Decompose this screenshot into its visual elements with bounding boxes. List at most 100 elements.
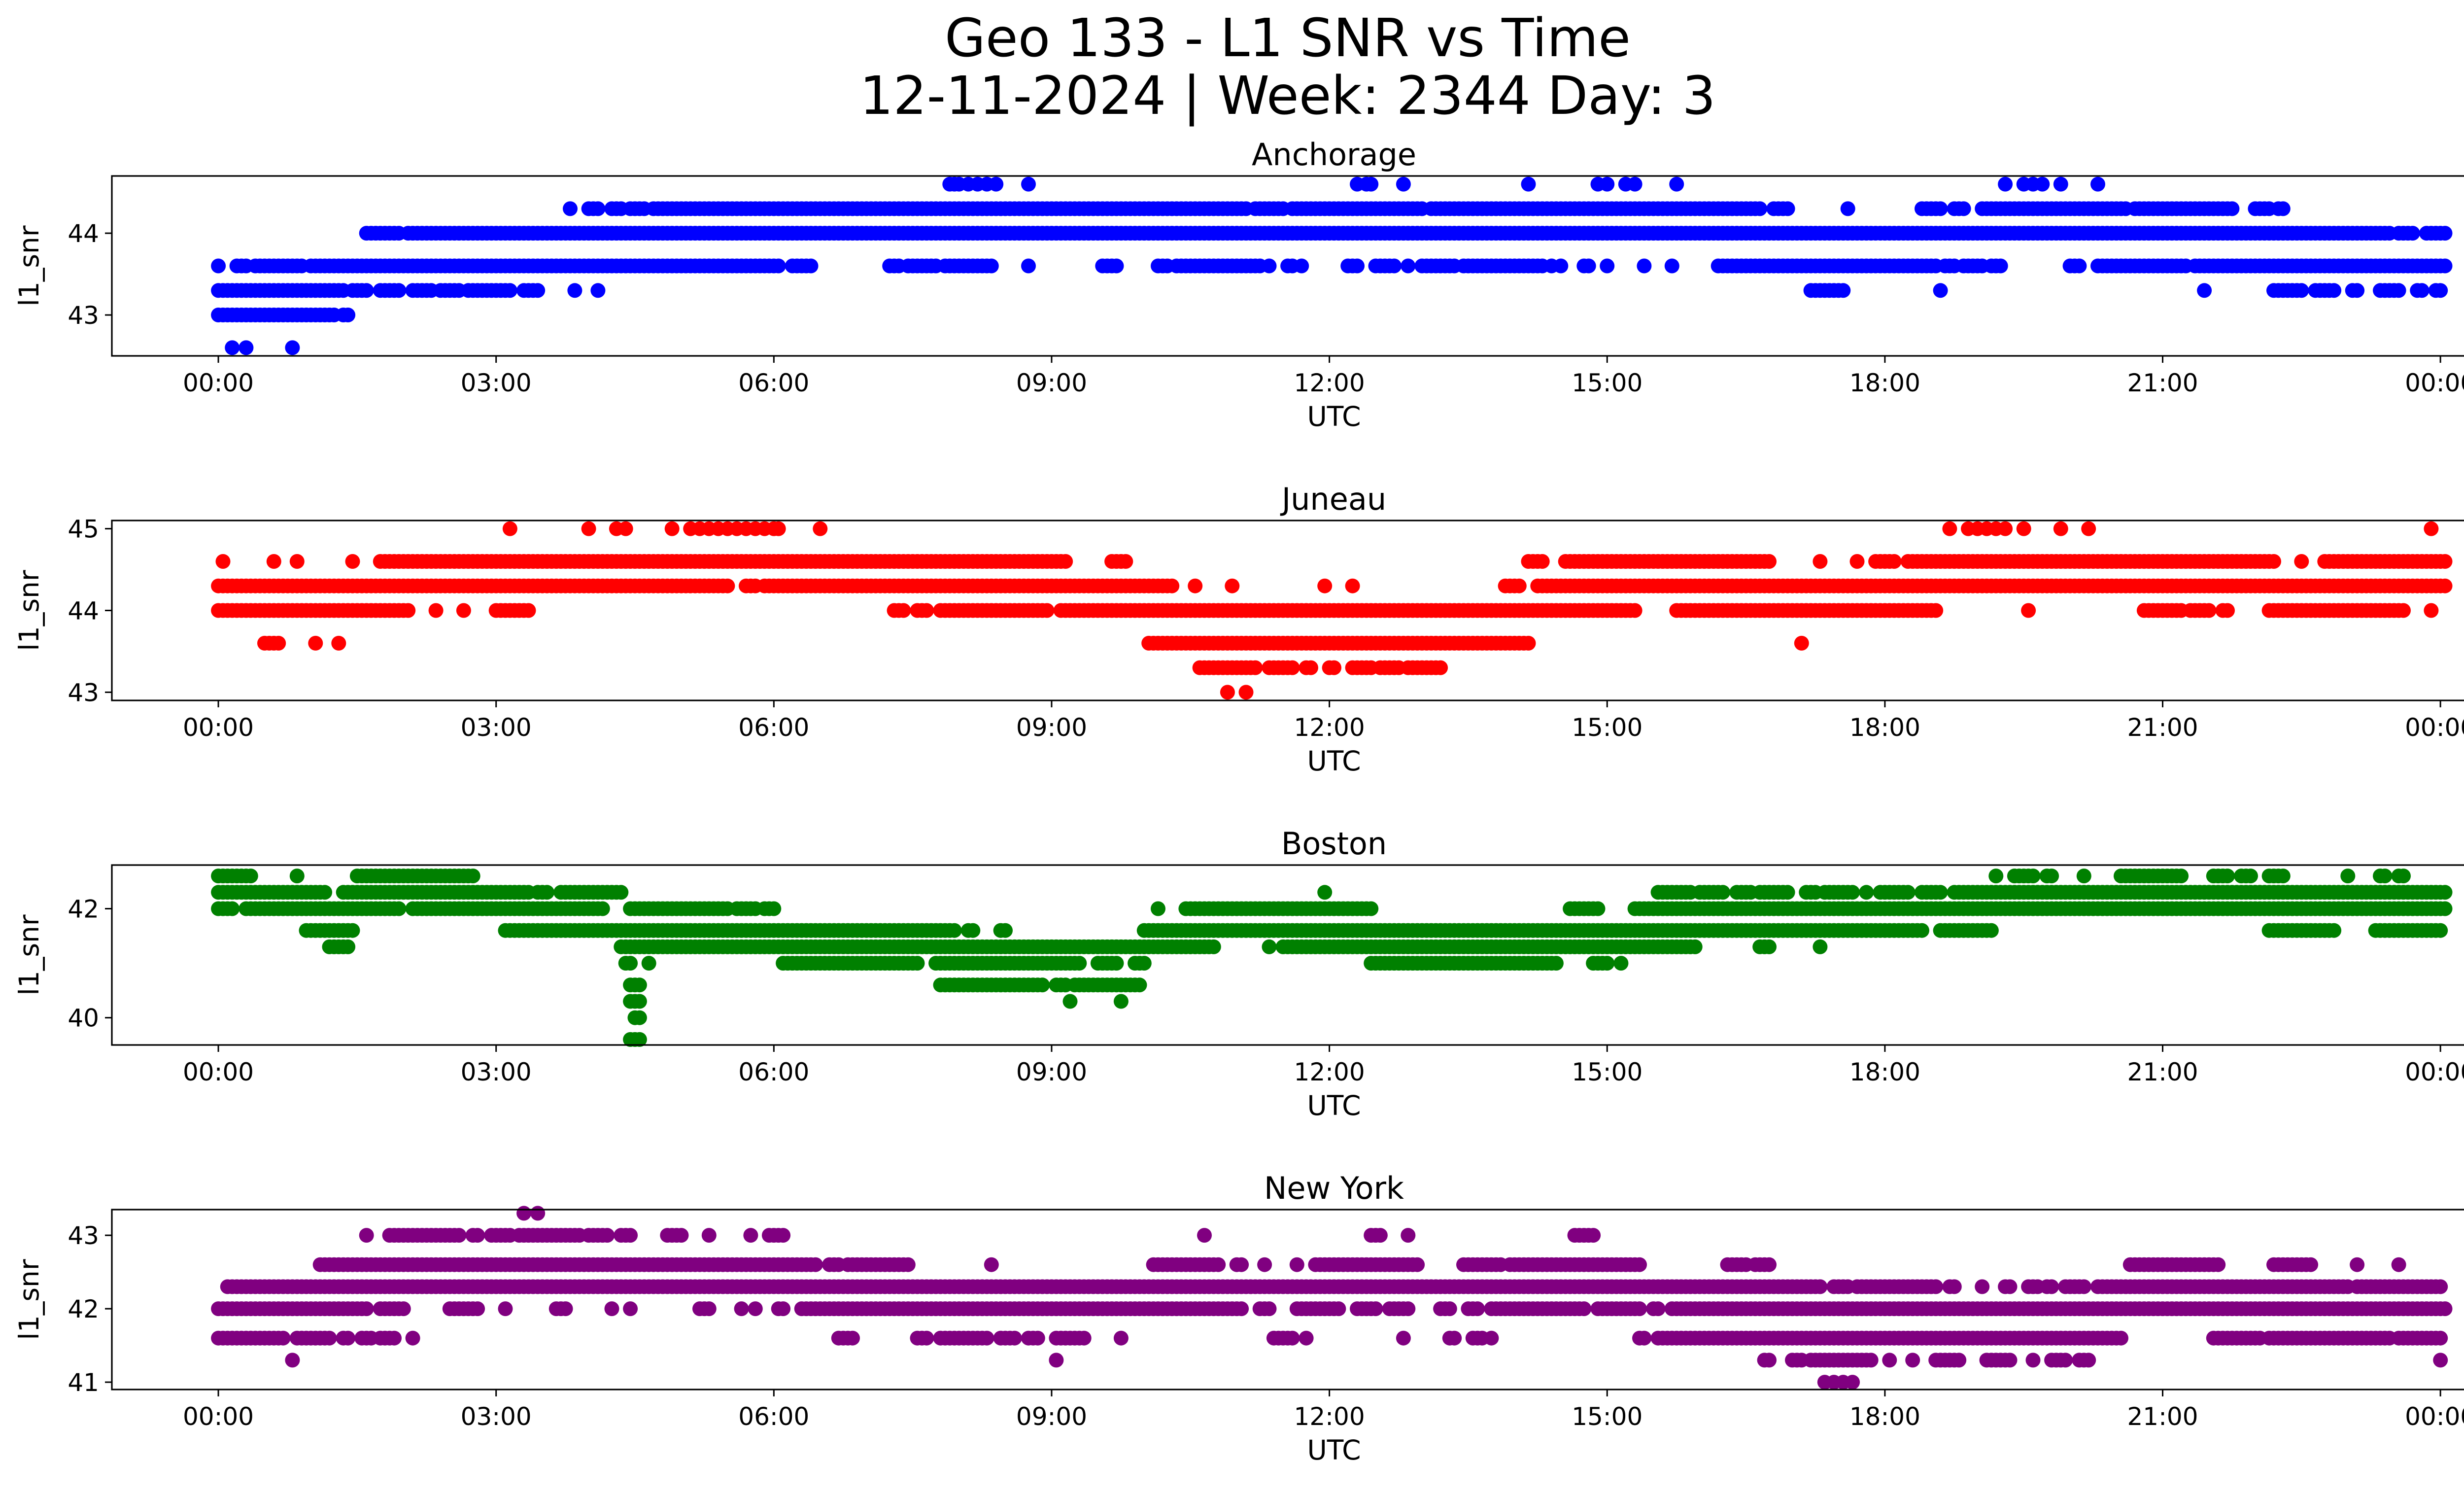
data-point xyxy=(289,554,305,569)
data-point xyxy=(2437,885,2453,900)
data-point xyxy=(1109,956,1124,971)
data-point xyxy=(614,885,629,900)
data-point xyxy=(498,1301,513,1317)
data-point xyxy=(1762,939,1777,954)
data-point xyxy=(2391,1257,2406,1272)
data-point xyxy=(2035,176,2050,192)
data-point xyxy=(2303,1257,2319,1272)
data-point xyxy=(1627,176,1643,192)
data-point xyxy=(2053,176,2068,192)
data-point xyxy=(396,1301,411,1317)
data-point xyxy=(2294,554,2309,569)
data-point xyxy=(391,901,407,916)
data-point xyxy=(1780,885,1795,900)
data-point xyxy=(1548,956,1564,971)
data-point xyxy=(1387,258,1402,274)
x-tick-label: 00:00 xyxy=(183,713,254,742)
data-point xyxy=(516,1206,532,1221)
data-point xyxy=(1035,977,1050,993)
subplot-title-boston: Boston xyxy=(1281,826,1387,862)
x-tick-label: 03:00 xyxy=(461,369,532,397)
y-axis-label: l1_snr xyxy=(13,225,45,306)
data-point xyxy=(1470,1301,1485,1317)
data-point xyxy=(1289,1257,1304,1272)
x-tick-label: 12:00 xyxy=(1294,369,1365,397)
data-point xyxy=(632,977,647,993)
data-point xyxy=(1521,176,1536,192)
x-tick-label: 18:00 xyxy=(1849,713,1920,742)
data-point xyxy=(1993,258,2008,274)
data-point xyxy=(563,201,578,216)
x-tick-label: 03:00 xyxy=(461,713,532,742)
data-point xyxy=(590,283,606,298)
data-point xyxy=(2437,578,2453,593)
data-point xyxy=(456,603,471,618)
data-point xyxy=(776,1301,791,1317)
data-point xyxy=(1262,1301,1277,1317)
data-point xyxy=(225,340,240,355)
data-point xyxy=(1576,1301,1592,1317)
data-point xyxy=(1859,885,1874,900)
data-point xyxy=(1109,258,1124,274)
data-point xyxy=(1317,578,1333,593)
data-point xyxy=(618,521,633,536)
data-point xyxy=(239,340,254,355)
data-point xyxy=(2266,554,2281,569)
data-point xyxy=(1637,258,1652,274)
y-tick-label: 44 xyxy=(68,597,99,626)
data-point xyxy=(1410,1257,1425,1272)
chart-subtitle: 12-11-2024 | Week: 2344 Day: 3 xyxy=(859,66,1716,127)
data-point xyxy=(530,1206,546,1221)
data-point xyxy=(1285,660,1300,675)
x-tick-label: 15:00 xyxy=(1572,1058,1643,1086)
data-point xyxy=(289,869,305,884)
data-point xyxy=(359,1301,374,1317)
data-point xyxy=(1762,554,1777,569)
data-point xyxy=(558,1301,573,1317)
data-point xyxy=(2350,1257,2365,1272)
data-point xyxy=(2090,176,2105,192)
data-point xyxy=(734,1301,749,1317)
x-tick-label: 09:00 xyxy=(1016,369,1087,397)
data-point xyxy=(502,521,517,536)
data-point xyxy=(1039,603,1055,618)
data-point xyxy=(1840,201,1855,216)
data-point xyxy=(1664,258,1679,274)
data-point xyxy=(1942,521,1957,536)
data-point xyxy=(1956,201,1971,216)
data-point xyxy=(766,901,782,916)
data-point xyxy=(1262,939,1277,954)
data-point xyxy=(1813,1279,1828,1294)
data-point xyxy=(900,1257,916,1272)
data-point xyxy=(271,635,286,651)
data-point xyxy=(211,258,226,274)
data-point xyxy=(1975,1279,1990,1294)
data-point xyxy=(2076,869,2091,884)
data-point xyxy=(701,1228,717,1243)
data-point xyxy=(502,283,517,298)
data-point xyxy=(989,176,1004,192)
data-point xyxy=(1535,554,1550,569)
data-point xyxy=(1401,258,1416,274)
x-tick-label: 06:00 xyxy=(738,713,809,742)
x-tick-label: 15:00 xyxy=(1572,713,1643,742)
data-points-new-york xyxy=(211,1206,2453,1390)
data-point xyxy=(1886,554,1902,569)
data-point xyxy=(2072,258,2087,274)
data-point xyxy=(540,885,554,900)
data-point xyxy=(808,1257,823,1272)
x-tick-label: 18:00 xyxy=(1849,369,1920,397)
data-point xyxy=(1364,176,1379,192)
data-point xyxy=(1794,635,1809,651)
data-point xyxy=(1234,1257,1249,1272)
x-axis-label: UTC xyxy=(1307,745,1361,777)
data-point xyxy=(2053,521,2068,536)
data-point xyxy=(2021,603,2036,618)
data-point xyxy=(2327,283,2342,298)
data-point xyxy=(2396,603,2411,618)
data-point xyxy=(1813,554,1828,569)
data-point xyxy=(1368,1301,1383,1317)
data-point xyxy=(2377,869,2393,884)
data-point xyxy=(317,885,333,900)
